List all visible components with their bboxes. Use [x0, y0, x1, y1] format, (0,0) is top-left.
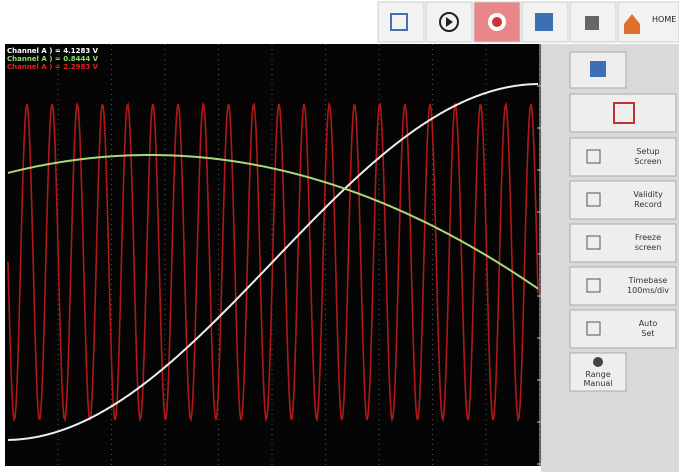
icon — [624, 14, 640, 34]
icon — [593, 357, 603, 367]
side-button[interactable] — [569, 309, 677, 349]
button-label: Validity — [633, 190, 663, 199]
button-label: Manual — [583, 379, 612, 388]
icon — [492, 17, 502, 27]
home-label: HOME — [652, 15, 676, 24]
screen-button[interactable] — [569, 93, 677, 133]
button-label: Record — [634, 200, 662, 209]
button-label: Setup — [636, 147, 659, 156]
readout: Channel A ) = 2.2983 V — [7, 63, 99, 71]
icon — [586, 235, 601, 250]
icon — [585, 16, 599, 30]
button-label: Range — [585, 370, 610, 379]
icon — [586, 321, 601, 336]
button-label: 100ms/div — [627, 286, 669, 295]
side-button[interactable] — [569, 137, 677, 177]
side-button[interactable] — [569, 180, 677, 220]
white-trace — [8, 83, 538, 441]
red-trace — [7, 101, 539, 423]
icon — [390, 13, 408, 31]
setup-button[interactable] — [377, 1, 425, 43]
button-label: Auto — [639, 319, 658, 328]
icon — [446, 17, 453, 27]
icon — [590, 61, 606, 77]
side-button[interactable] — [569, 266, 677, 306]
icon — [586, 278, 601, 293]
button-label: Set — [641, 329, 654, 338]
icon — [439, 12, 459, 32]
icon — [586, 149, 601, 164]
button-label: Freeze — [635, 233, 661, 242]
readout: Channel A ) = 4.1283 V — [7, 47, 99, 55]
toolbar-buttons: HOME — [377, 1, 679, 43]
readout: Channel A ) = 0.8444 V — [7, 55, 99, 63]
button-label: Screen — [634, 157, 662, 166]
side-button[interactable] — [569, 223, 677, 263]
green-trace — [7, 154, 539, 290]
icon — [586, 192, 601, 207]
icon — [535, 13, 553, 31]
button-label: screen — [635, 243, 662, 252]
button-label: Timebase — [628, 276, 668, 285]
icon — [613, 102, 635, 124]
